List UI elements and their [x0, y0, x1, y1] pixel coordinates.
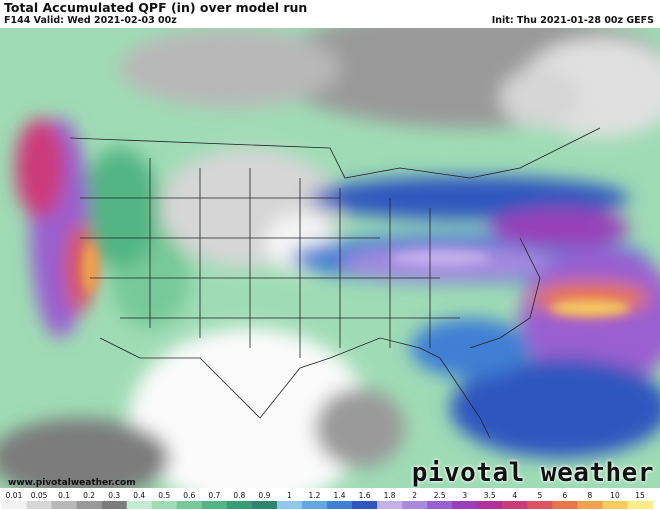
colorbar-swatch	[126, 501, 153, 509]
colorbar-label: 1.2	[309, 491, 321, 500]
colorbar-label: 1.8	[384, 491, 396, 500]
precip-field	[0, 28, 660, 488]
borders	[69, 127, 601, 439]
colorbar-label: 6	[562, 491, 567, 500]
valid-time: F144 Valid: Wed 2021-02-03 00z	[4, 15, 177, 26]
colorbar-swatch	[26, 501, 53, 509]
colorbar-swatch	[176, 501, 203, 509]
colorbar-label: 0.4	[133, 491, 145, 500]
colorbar-swatch	[427, 501, 453, 509]
colorbar-swatch	[226, 501, 253, 509]
colorbar-label: 0.9	[258, 491, 270, 500]
colorbar-swatch	[502, 501, 528, 509]
colorbar-label: 10	[610, 491, 620, 500]
colorbar-label: 0.2	[83, 491, 95, 500]
colorbar-swatch	[101, 501, 128, 509]
colorbar-swatch	[151, 501, 178, 509]
colorbar-label: 2.5	[434, 491, 446, 500]
colorbar-label: 0.8	[233, 491, 245, 500]
colorbar-swatch	[301, 501, 328, 509]
colorbar-swatch	[602, 501, 628, 509]
colorbar-label: 0.1	[58, 491, 70, 500]
colorbar-label: 4	[512, 491, 517, 500]
colorbar-label: 1.6	[359, 491, 371, 500]
colorbar-label: 15	[635, 491, 645, 500]
colorbar-swatch	[627, 501, 654, 509]
colorbar-swatch	[276, 501, 303, 509]
colorbar-label: 0.5	[158, 491, 170, 500]
colorbar-label: 0.6	[183, 491, 195, 500]
colorbar-swatch	[76, 501, 103, 509]
colorbar-label: 0.05	[31, 491, 48, 500]
brand-logo: pivotal weather	[411, 458, 654, 488]
colorbar-swatch	[51, 501, 78, 509]
colorbar-label: 3	[462, 491, 467, 500]
init-time: Init: Thu 2021-01-28 00z GEFS	[491, 15, 654, 26]
colorbar-swatch	[251, 501, 278, 509]
colorbar-swatch	[577, 501, 603, 509]
colorbar-label: 0.7	[208, 491, 220, 500]
colorbar-label: 1	[287, 491, 292, 500]
map-title: Total Accumulated QPF (in) over model ru…	[4, 0, 308, 15]
colorbar-swatch	[327, 501, 353, 509]
colorbar-label: 1.4	[334, 491, 346, 500]
colorbar-swatch	[552, 501, 578, 509]
colorbar-label: 0.3	[108, 491, 120, 500]
colorbar-swatch	[402, 501, 428, 509]
site-url: www.pivotalweather.com	[8, 478, 136, 488]
colorbar-swatch	[452, 501, 478, 509]
colorbar: 0.01 0.05 0.1 0.2 0.3 0.4 0.5 0.6 0.7 0.8 0.9 1 1.2 1…	[1, 491, 654, 509]
precip-map	[0, 28, 660, 488]
colorbar-label: 8	[588, 491, 593, 500]
colorbar-label: 3.5	[484, 491, 496, 500]
colorbar-swatch	[201, 501, 228, 509]
colorbar-swatch	[377, 501, 403, 509]
colorbar-label: 2	[412, 491, 417, 500]
colorbar-label: 5	[537, 491, 542, 500]
colorbar-swatch	[527, 501, 553, 509]
colorbar-label: 0.01	[6, 491, 23, 500]
colorbar-swatch	[352, 501, 378, 509]
colorbar-swatch	[477, 501, 503, 509]
colorbar-swatch	[1, 501, 28, 509]
